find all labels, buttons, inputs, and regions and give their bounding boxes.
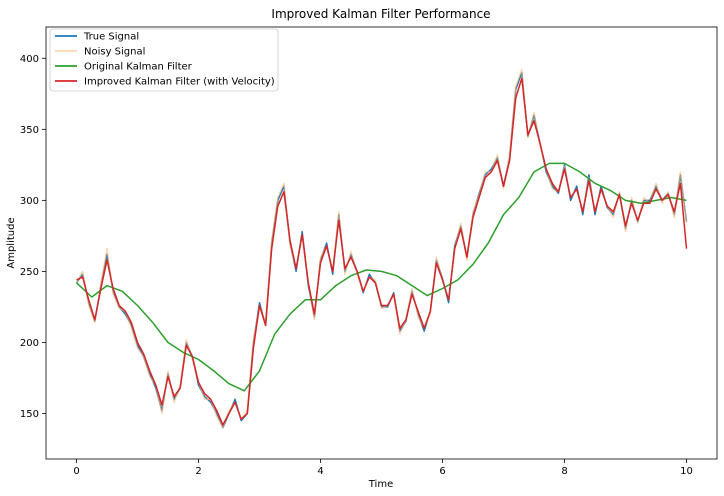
legend-label-2: Noisy Signal [84, 47, 145, 58]
x-tick-label: 8 [561, 466, 567, 477]
legend: True Signal Noisy Signal Original Kalman F… [49, 28, 279, 92]
y-tick-label: 400 [20, 54, 39, 65]
x-axis-label: Time [368, 479, 393, 490]
x-tick-label: 10 [680, 466, 693, 477]
plot-frame [45, 26, 718, 460]
series-line-3 [75, 162, 687, 392]
x-tick-label: 0 [73, 466, 79, 477]
y-tick-label: 200 [20, 338, 39, 349]
y-axis-label: Amplitude [6, 217, 17, 268]
legend-box [49, 28, 279, 92]
x-tick-label: 4 [317, 466, 323, 477]
series-line-2 [75, 68, 688, 429]
series-line-4 [76, 77, 688, 426]
y-axis: 150 200 250 300 350 400 [20, 54, 46, 420]
x-tick-label: 6 [439, 466, 445, 477]
y-tick-label: 150 [20, 409, 39, 420]
y-tick-label: 300 [20, 196, 39, 207]
series-layer [75, 68, 688, 429]
legend-label-1: True Signal [83, 32, 139, 43]
y-tick-label: 250 [20, 267, 39, 278]
legend-label-4: Improved Kalman Filter (with Velocity) [84, 77, 275, 88]
legend-label-3: Original Kalman Filter [84, 62, 193, 73]
x-tick-label: 2 [195, 466, 201, 477]
chart-title: Improved Kalman Filter Performance [271, 7, 490, 21]
y-tick-label: 350 [20, 125, 39, 136]
x-axis: 0 2 4 6 8 10 [73, 459, 693, 477]
